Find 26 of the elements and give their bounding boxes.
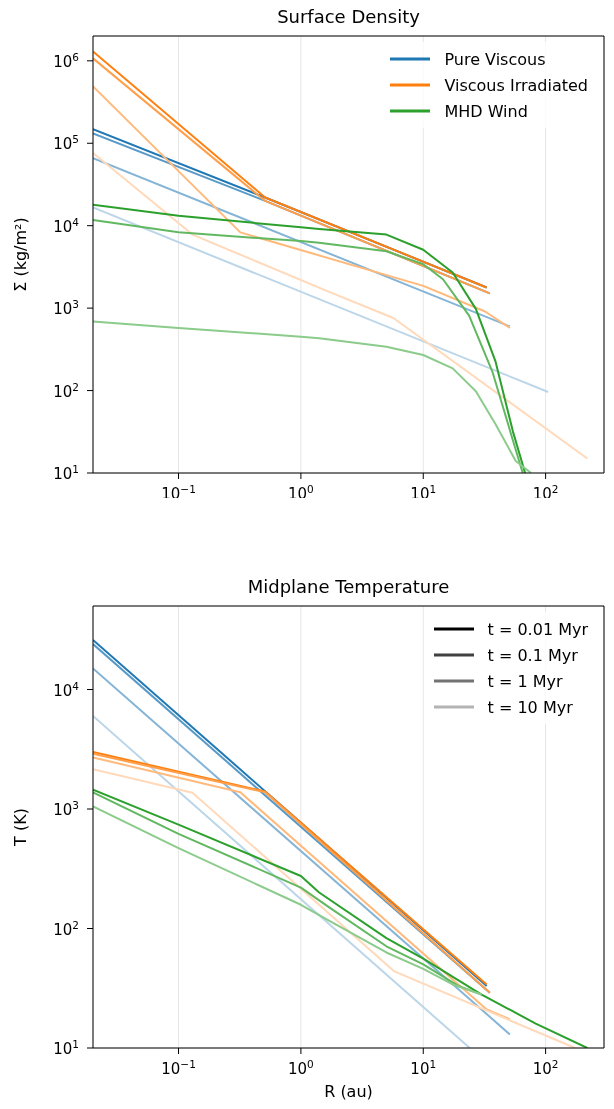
legend-label: t = 10 Myr <box>487 697 573 717</box>
y-tick-label: 10$^{1}$ <box>53 463 79 483</box>
y-axis-title: Σ (kg/m²) <box>11 217 30 292</box>
y-tick-label: 10$^{2}$ <box>53 380 79 401</box>
y-tick-label: 10$^{1}$ <box>53 1038 79 1058</box>
y-tick-label: 10$^{3}$ <box>53 298 79 319</box>
x-axis-title: R (au) <box>324 1082 373 1101</box>
legend-label: t = 0.1 Myr <box>487 645 578 665</box>
y-tick-label: 10$^{5}$ <box>53 133 79 154</box>
x-tick-label: 10$^{−1}$ <box>161 1058 196 1078</box>
chart-title: Surface Density <box>277 6 420 27</box>
legend-label: Viscous Irradiated <box>444 75 588 95</box>
y-tick-label: 10$^{6}$ <box>53 50 80 71</box>
legend-label: t = 0.01 Myr <box>487 619 588 639</box>
y-axis-title: T (K) <box>11 808 30 847</box>
x-tick-label: 10$^{1}$ <box>410 1058 437 1078</box>
chart-title: Midplane Temperature <box>247 576 450 597</box>
y-tick-label: 10$^{4}$ <box>53 679 80 700</box>
legend-label: Pure Viscous <box>444 49 546 69</box>
legend-label: t = 1 Myr <box>487 671 563 691</box>
x-tick-label: 10$^{0}$ <box>288 1058 314 1078</box>
y-tick-label: 10$^{4}$ <box>53 215 80 236</box>
x-tick-label: 10$^{2}$ <box>532 1058 559 1078</box>
legend-label: MHD Wind <box>444 101 528 121</box>
y-tick-label: 10$^{3}$ <box>53 799 79 820</box>
y-tick-label: 10$^{2}$ <box>53 918 79 939</box>
